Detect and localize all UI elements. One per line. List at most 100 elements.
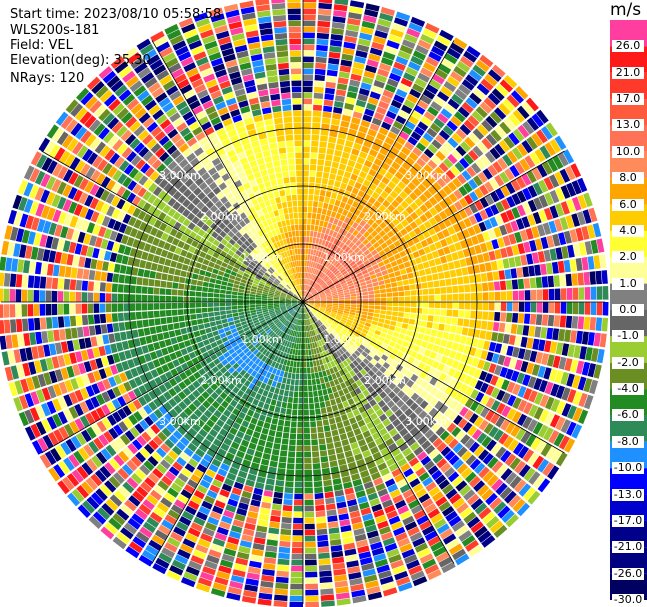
range-gate <box>429 243 437 252</box>
range-gate <box>279 297 286 300</box>
range-gate <box>309 355 313 362</box>
range-gate <box>192 399 202 408</box>
range-gate <box>315 219 320 226</box>
range-gate <box>106 240 115 251</box>
range-gate <box>30 246 39 260</box>
range-gate <box>358 263 365 269</box>
range-gate <box>138 554 153 567</box>
range-gate <box>536 164 548 178</box>
range-gate <box>161 475 173 487</box>
range-gate <box>219 298 226 302</box>
range-gate <box>549 368 558 382</box>
range-gate <box>307 306 312 311</box>
range-gate <box>309 318 313 324</box>
range-gate <box>549 414 561 428</box>
range-gate <box>379 493 391 503</box>
range-gate <box>495 482 508 496</box>
range-gate <box>363 140 373 148</box>
range-gate <box>36 218 46 233</box>
range-gate <box>494 312 501 322</box>
range-gate <box>434 294 441 301</box>
range-gate <box>386 302 393 306</box>
range-gate <box>171 296 178 302</box>
range-gate <box>336 421 344 429</box>
range-gate <box>373 158 383 167</box>
range-gate <box>318 153 326 160</box>
range-gate <box>548 174 560 188</box>
range-gate <box>344 450 353 458</box>
range-gate <box>85 385 95 397</box>
range-gate <box>322 284 328 289</box>
range-gate <box>192 389 201 398</box>
range-gate <box>153 408 164 419</box>
range-gate <box>28 361 37 375</box>
range-gate <box>332 205 339 213</box>
range-gate <box>391 176 400 185</box>
range-gate <box>504 222 514 234</box>
range-gate <box>451 93 464 105</box>
range-gate <box>94 270 102 281</box>
range-gate <box>109 252 118 263</box>
range-gate <box>205 433 215 443</box>
range-gate <box>216 433 225 442</box>
range-gate <box>219 489 230 498</box>
range-gate <box>371 163 380 172</box>
range-gate <box>255 531 267 539</box>
range-gate <box>292 303 298 307</box>
range-gate <box>370 358 378 366</box>
range-gate <box>220 442 230 452</box>
range-gate <box>361 246 368 253</box>
range-gate <box>488 341 497 352</box>
range-gate <box>177 255 185 264</box>
range-gate <box>386 345 394 353</box>
range-gate <box>587 224 596 239</box>
range-gate <box>229 359 237 366</box>
range-gate <box>362 328 369 334</box>
range-gate <box>393 526 406 537</box>
range-gate <box>215 396 224 405</box>
range-gate <box>173 275 180 283</box>
range-gate <box>295 319 299 325</box>
range-gate <box>169 352 177 361</box>
range-gate <box>484 262 492 272</box>
range-gate <box>238 288 245 293</box>
range-gate <box>155 557 170 569</box>
range-gate <box>509 457 521 470</box>
range-gate <box>303 176 309 183</box>
range-gate <box>304 547 317 554</box>
range-gate <box>299 379 303 386</box>
range-gate <box>342 229 348 237</box>
range-gate <box>440 462 452 473</box>
range-gate <box>320 352 325 359</box>
range-gate <box>314 329 318 335</box>
range-gate <box>443 246 451 255</box>
range-gate <box>339 321 346 326</box>
range-gate <box>331 258 337 265</box>
range-gate <box>395 56 409 66</box>
range-gate <box>430 170 440 181</box>
range-gate <box>268 527 280 535</box>
range-gate <box>415 142 427 152</box>
range-gate <box>428 486 441 497</box>
range-gate <box>439 279 446 287</box>
range-gate <box>425 444 436 455</box>
range-gate <box>348 285 355 290</box>
range-gate <box>316 277 321 283</box>
range-gate <box>469 92 482 105</box>
range-gate <box>388 325 396 331</box>
range-gate <box>216 324 224 330</box>
range-gate <box>96 260 104 271</box>
range-gate <box>314 305 320 309</box>
range-gate <box>283 371 288 378</box>
range-gate <box>573 243 581 257</box>
range-gate <box>25 245 33 259</box>
range-gate <box>345 255 352 262</box>
range-gate <box>325 228 331 235</box>
range-gate <box>291 547 303 554</box>
range-gate <box>129 312 136 321</box>
range-gate <box>310 267 314 274</box>
range-gate <box>325 291 331 295</box>
range-gate <box>246 332 253 338</box>
range-gate <box>294 306 299 311</box>
range-gate <box>68 406 79 419</box>
